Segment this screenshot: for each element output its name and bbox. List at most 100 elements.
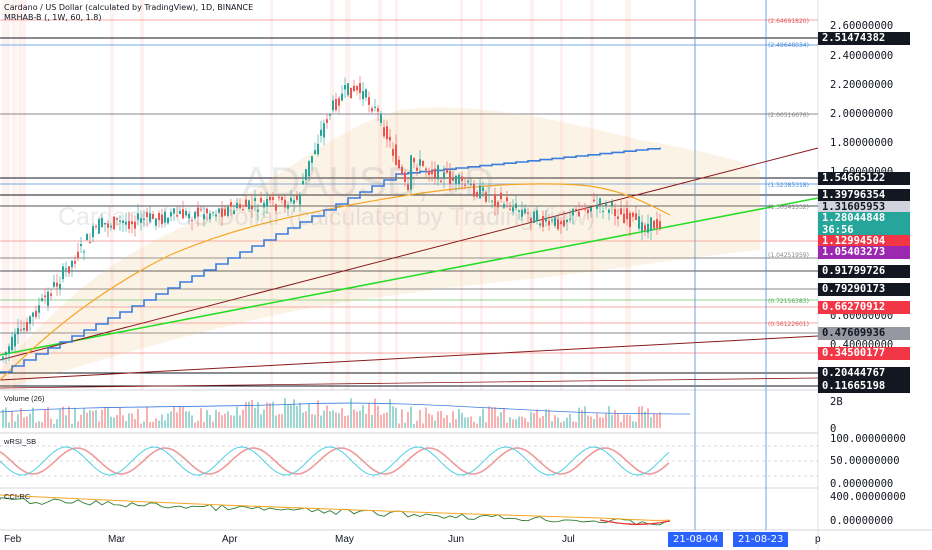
candle-body: [500, 192, 502, 200]
volume-bar: [338, 413, 340, 428]
trend-line-green: [0, 197, 819, 356]
candle-body: [38, 305, 40, 313]
volume-bar: [386, 412, 388, 428]
candle-body: [422, 160, 424, 166]
candle-body: [308, 160, 310, 177]
candle-body: [659, 221, 661, 229]
volume-bar: [281, 413, 283, 428]
candle-body: [371, 108, 373, 112]
volume-bar: [236, 406, 238, 428]
volume-bar: [317, 400, 319, 428]
candle-body: [188, 213, 190, 219]
candle-body: [524, 208, 526, 214]
volume-bar: [566, 417, 568, 428]
volume-bar: [224, 413, 226, 428]
volume-bar: [443, 417, 445, 428]
candle-body: [8, 346, 10, 354]
volume-bar: [629, 415, 631, 428]
candle-body: [170, 212, 172, 217]
candle-body: [491, 200, 493, 202]
candle-body: [641, 222, 643, 232]
volume-bar: [41, 422, 43, 428]
volume-bar: [2, 409, 4, 428]
candle-body: [167, 217, 169, 224]
candle-body: [242, 209, 244, 211]
volume-bar: [413, 423, 415, 428]
cci-pane-title[interactable]: CCI-RC: [4, 492, 31, 501]
time-axis-marker[interactable]: 21-08-23: [733, 532, 789, 547]
wrsi-axis-label: 50.00000000: [830, 455, 900, 467]
candle-body: [578, 211, 580, 217]
candle-body: [503, 204, 505, 208]
volume-bar: [590, 416, 592, 428]
volume-bar: [434, 420, 436, 428]
volume-bar: [524, 418, 526, 428]
volume-bar: [89, 410, 91, 428]
volume-bar: [461, 412, 463, 428]
volume-bar: [35, 422, 37, 428]
candle-body: [644, 224, 646, 231]
candle-body: [521, 209, 523, 217]
volume-bar: [302, 412, 304, 428]
volume-bar: [95, 410, 97, 428]
candle-body: [149, 213, 151, 222]
volume-bar: [248, 401, 250, 428]
trend-line-red: [0, 147, 819, 361]
volume-bar: [329, 411, 331, 428]
volume-bar: [128, 413, 130, 428]
candle-body: [290, 197, 292, 202]
candle-body: [473, 183, 475, 197]
candle-body: [113, 216, 115, 230]
candle-body: [539, 223, 541, 226]
volume-bar: [86, 412, 88, 428]
price-tag: 0.11665198: [818, 380, 910, 393]
candle-body: [563, 219, 565, 227]
volume-bar: [383, 413, 385, 428]
volume-bar: [395, 407, 397, 428]
volume-bar: [578, 407, 580, 428]
price-axis-label: 2.40000000: [830, 50, 894, 62]
candle-body: [260, 198, 262, 203]
level-label: (2.64691820): [768, 18, 809, 25]
volume-bar: [200, 408, 202, 428]
volume-bar: [548, 409, 550, 428]
candle-body: [377, 108, 379, 112]
volume-bar: [356, 411, 358, 428]
candle-body: [230, 202, 232, 207]
candle-body: [218, 208, 220, 213]
indicator-legend[interactable]: MRHAB-B (, 1W, 60, 1.8): [4, 13, 102, 22]
volume-bar: [344, 415, 346, 428]
candle-body: [95, 226, 97, 228]
volume-bar: [488, 406, 490, 428]
volume-bar: [542, 415, 544, 428]
candle-body: [593, 199, 595, 202]
candle-body: [383, 127, 385, 137]
candle-body: [410, 155, 412, 190]
candle-body: [296, 195, 298, 200]
volume-bar: [59, 409, 61, 428]
candle-body: [362, 91, 364, 100]
volume-pane-title[interactable]: Volume (26): [4, 394, 45, 403]
volume-bar: [572, 421, 574, 428]
candle-body: [353, 85, 355, 92]
volume-bar: [155, 418, 157, 428]
candle-body: [128, 221, 130, 229]
candle-body: [599, 198, 601, 204]
candle-body: [605, 202, 607, 206]
candle-body: [638, 216, 640, 229]
volume-bar: [56, 419, 58, 428]
candle-body: [65, 268, 67, 270]
volume-bar: [71, 423, 73, 428]
volume-bar: [506, 422, 508, 428]
volume-bar: [503, 408, 505, 428]
volume-bar: [311, 414, 313, 428]
volume-bar: [326, 405, 328, 428]
time-axis-marker[interactable]: 21-08-04: [668, 532, 724, 547]
wrsi-axis-label: 100.00000000: [830, 433, 906, 445]
volume-bar: [407, 412, 409, 428]
wrsi-pane-title[interactable]: wRSI_SB: [4, 437, 37, 446]
candle-body: [398, 159, 400, 169]
volume-bar: [20, 407, 22, 428]
volume-bar: [110, 416, 112, 428]
